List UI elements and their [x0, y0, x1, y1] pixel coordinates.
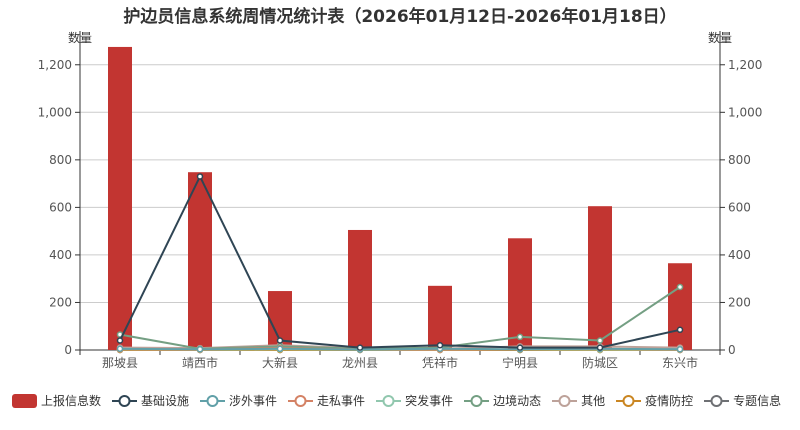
series-line [119, 174, 681, 349]
legend-label: 边境动态 [493, 394, 542, 408]
legend-label: 突发事件 [405, 394, 454, 408]
y-tick-label-right: 200 [728, 295, 751, 309]
data-point [436, 341, 444, 349]
bar [188, 172, 212, 350]
y-tick-label-left: 400 [49, 248, 72, 262]
data-point [596, 344, 604, 351]
data-point [276, 337, 284, 344]
bar [348, 229, 372, 350]
legend-bar-swatch-icon [12, 393, 37, 408]
y-tick-label-left: 800 [49, 153, 72, 167]
y-tick-label-right: 1,200 [728, 58, 762, 72]
legend-line-marker-icon [200, 394, 226, 407]
legend-item[interactable]: 突发事件 [376, 392, 453, 409]
x-tick-label: 龙州县 [342, 356, 378, 370]
data-point [276, 345, 284, 353]
y-tick-label-left: 200 [49, 295, 72, 309]
data-point [516, 333, 524, 341]
x-tick-label: 大新县 [262, 355, 298, 370]
legend-label: 其他 [581, 394, 606, 408]
data-point [676, 346, 684, 353]
y-tick-label-left: 600 [49, 200, 72, 214]
legend-item[interactable]: 专题信息 [704, 392, 781, 409]
y-tick-label-right: 400 [728, 248, 751, 262]
legend-line-marker-icon [288, 394, 314, 407]
data-point [676, 283, 684, 291]
legend-item[interactable]: 边境动态 [464, 392, 541, 409]
legend-item[interactable]: 涉外事件 [200, 392, 277, 409]
data-point [116, 337, 124, 344]
legend-label: 基础设施 [141, 394, 190, 408]
x-tick-label: 靖西市 [182, 355, 218, 370]
x-tick-label: 宁明县 [502, 355, 538, 370]
data-point [516, 344, 524, 351]
data-point [196, 346, 204, 353]
legend-item[interactable]: 走私事件 [288, 392, 365, 409]
legend-label: 上报信息数 [41, 394, 102, 408]
y-tick-label-right: 600 [728, 200, 751, 214]
x-tick-label: 凭祥市 [422, 355, 458, 370]
bar [668, 263, 692, 350]
legend-line-marker-icon [376, 394, 402, 407]
x-tick-label: 防城区 [582, 355, 618, 370]
legend-line-marker-icon [112, 394, 138, 407]
legend-label: 涉外事件 [229, 394, 278, 408]
data-point [116, 345, 124, 353]
y-tick-label-left: 0 [64, 343, 72, 357]
data-point [676, 326, 684, 334]
bar [508, 238, 532, 350]
y-tick-label-right: 1,000 [728, 105, 762, 119]
y-tick-label-left: 1,000 [38, 105, 72, 119]
legend-item[interactable]: 疫情防控 [616, 392, 693, 409]
legend-label: 走私事件 [317, 394, 366, 408]
chart-legend: 上报信息数 基础设施 涉外事件 走私事件 突发事件 边境动态 其他 疫情防控 专题信息 [12, 392, 800, 409]
legend-item[interactable]: 基础设施 [112, 392, 189, 409]
chart-title: 护边员信息系统周情况统计表（2026年01月12日-2026年01月18日） [123, 7, 677, 27]
legend-item[interactable]: 上报信息数 [12, 392, 101, 409]
legend-line-marker-icon [464, 394, 490, 407]
series-line [119, 347, 681, 351]
bar [428, 285, 452, 350]
legend-line-marker-icon [552, 394, 578, 407]
x-tick-label: 那坡县 [102, 356, 138, 370]
legend-line-marker-icon [704, 394, 730, 407]
legend-line-marker-icon [616, 394, 642, 407]
data-point [596, 337, 604, 344]
legend-label: 疫情防控 [645, 394, 694, 408]
y-tick-label-left: 1,200 [38, 58, 72, 72]
y-tick-label-right: 0 [728, 343, 736, 357]
legend-label: 专题信息 [733, 394, 782, 408]
bar [588, 206, 612, 350]
y-tick-label-right: 800 [728, 153, 751, 167]
bar [108, 46, 132, 350]
data-point [196, 173, 204, 180]
data-point [356, 344, 364, 351]
legend-item[interactable]: 其他 [552, 392, 605, 409]
x-tick-label: 东兴市 [662, 355, 698, 370]
